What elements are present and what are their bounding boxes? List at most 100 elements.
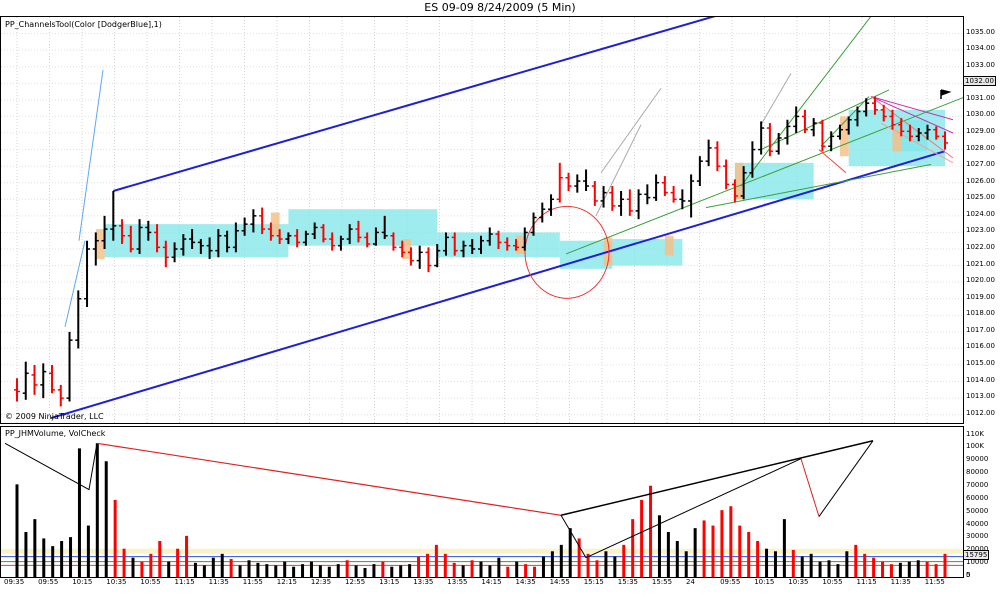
price-indicator-label: PP_ChannelsTool(Color [DodgerBlue],1) — [5, 20, 162, 29]
volume-chart-svg — [1, 439, 963, 577]
volume-tick-label: 30000 — [966, 532, 989, 541]
time-tick-label: 11:15 — [856, 578, 877, 586]
price-tick-label: 1019.00 — [966, 292, 995, 301]
time-tick-label: 11:55 — [242, 578, 263, 586]
volume-tick-label: 100K — [966, 442, 984, 451]
trend-line-light-blue — [78, 69, 104, 241]
price-tick-label: 1023.00 — [966, 226, 995, 235]
price-tick-label: 1034.00 — [966, 44, 995, 53]
price-tick-label: 1030.00 — [966, 110, 995, 119]
highlight-box — [95, 229, 105, 259]
price-tick-label: 1025.00 — [966, 193, 995, 202]
time-tick-label: 11:35 — [208, 578, 229, 586]
time-tick-label: 13:55 — [447, 578, 468, 586]
red-trend-line — [818, 149, 847, 174]
highlight-circle — [524, 205, 610, 299]
price-tick-label: 1013.00 — [966, 392, 995, 401]
price-tick-label: 1017.00 — [966, 325, 995, 334]
price-tick-label: 1033.00 — [966, 60, 995, 69]
time-tick-label: 14:15 — [481, 578, 502, 586]
time-tick-label: 09:35 — [4, 578, 25, 586]
price-tick-label: 1022.00 — [966, 243, 995, 251]
volume-axis[interactable]: 05 10000 20000 30000 40000 50000 60000 70000 800… — [962, 426, 1000, 579]
last-price-tag: 1032.00 — [963, 76, 996, 87]
volume-trend-line — [585, 458, 802, 559]
volume-tick-label: 5 — [966, 570, 971, 579]
range-box — [288, 209, 438, 246]
green-trend-line — [705, 163, 932, 209]
price-chart-svg — [1, 17, 963, 423]
chart-title: ES 09-09 8/24/2009 (5 Min) — [424, 1, 576, 14]
price-tick-label: 1018.00 — [966, 309, 995, 318]
time-tick-label: 10:55 — [822, 578, 843, 586]
highlight-box — [664, 235, 674, 256]
time-tick-label: 10:35 — [788, 578, 809, 586]
gray-trend-line — [760, 73, 792, 125]
volume-tick-label: 20000 — [966, 545, 988, 553]
price-tick-label: 1031.00 — [966, 93, 995, 102]
volume-trend-line-red — [800, 458, 820, 517]
time-tick-label: 10:15 — [72, 578, 93, 586]
trend-line-light-blue — [64, 240, 86, 327]
flag-icon — [940, 89, 952, 99]
volume-trend-line — [818, 440, 874, 517]
time-tick-label: 11:15 — [174, 578, 195, 586]
time-tick-label: 13:35 — [413, 578, 434, 586]
channel-upper-line — [113, 17, 716, 192]
price-tick-label: 1026.00 — [966, 176, 995, 185]
price-tick-label: 1021.00 — [966, 259, 995, 268]
time-tick-label: 10:55 — [140, 578, 161, 586]
green-trend-line — [760, 89, 890, 151]
volume-panel[interactable]: PP_JHMVolume, VolCheck — [0, 426, 964, 578]
highlight-box — [270, 212, 280, 236]
highlight-box — [734, 162, 744, 200]
volume-tick-label: 50000 — [966, 506, 989, 515]
time-tick-label: 15:35 — [617, 578, 638, 586]
highlight-box — [892, 129, 902, 152]
volume-trend-line — [560, 439, 874, 517]
green-trend-line — [565, 97, 963, 255]
highlight-box — [839, 116, 849, 157]
green-trend-line — [820, 96, 870, 147]
time-tick-label: 11:55 — [924, 578, 945, 586]
time-tick-label: 24 — [686, 578, 695, 586]
price-tick-label: 1028.00 — [966, 143, 995, 152]
price-panel[interactable]: PP_ChannelsTool(Color [DodgerBlue],1) © … — [0, 16, 964, 424]
range-box — [104, 224, 289, 258]
highlight-box — [402, 239, 411, 259]
volume-indicator-label: PP_JHMVolume, VolCheck — [5, 429, 106, 438]
gray-trend-line — [600, 87, 662, 174]
volume-tick-label: 0 — [966, 571, 971, 579]
volume-trend-line — [4, 442, 98, 491]
volume-trend-line — [560, 515, 587, 558]
time-tick-label: 10:15 — [754, 578, 775, 586]
range-box — [734, 162, 814, 200]
time-tick-label: 12:35 — [310, 578, 332, 586]
time-tick-label: 12:15 — [276, 578, 297, 586]
price-tick-label: 1012.00 — [966, 408, 995, 417]
green-trend-line — [740, 17, 872, 187]
price-tick-label: 1027.00 — [966, 160, 995, 169]
time-tick-label: 15:55 — [651, 578, 673, 586]
volume-tick-label: 10000 — [966, 558, 989, 567]
price-axis[interactable]: 1012.00 1013.00 1014.00 1015.00 1016.00 1017.… — [962, 16, 1000, 422]
channel-lower-line — [50, 150, 946, 419]
price-tick-label: 1015.00 — [966, 359, 995, 367]
time-tick-label: 13:15 — [379, 578, 400, 586]
time-tick-label: 15:15 — [583, 578, 604, 586]
magenta-trend-line — [870, 96, 954, 134]
volume-tick-label: 80000 — [966, 468, 989, 477]
copyright-label: © 2009 NinjaTrader, LLC — [5, 412, 104, 421]
price-tick-label: 1016.00 — [966, 342, 995, 351]
highlight-box — [516, 235, 525, 254]
time-tick-label: 11:35 — [890, 578, 911, 586]
time-tick-label: 10:35 — [106, 578, 127, 586]
volume-tick-label: 60000 — [966, 493, 989, 502]
volume-tick-label: 70000 — [966, 481, 989, 489]
price-tick-label: 1024.00 — [966, 209, 995, 218]
volume-band — [1, 548, 963, 554]
time-tick-label: 09:55 — [720, 578, 741, 586]
volume-trend-line-red — [96, 442, 562, 516]
time-axis[interactable]: 09:35 09:55 10:15 10:35 10:55 11:15 11:35 11:55… — [0, 577, 962, 599]
price-tick-label: 1014.00 — [966, 375, 995, 384]
